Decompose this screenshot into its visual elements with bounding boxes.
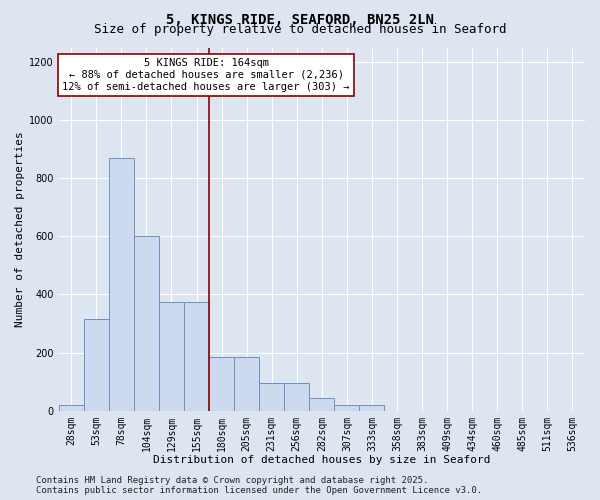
Bar (359, 406, 385, 410)
Bar (209, 357, 234, 410)
Bar (309, 398, 334, 410)
Text: 5 KINGS RIDE: 164sqm
← 88% of detached houses are smaller (2,236)
12% of semi-de: 5 KINGS RIDE: 164sqm ← 88% of detached h… (62, 58, 350, 92)
Text: Contains HM Land Registry data © Crown copyright and database right 2025.
Contai: Contains HM Land Registry data © Crown c… (36, 476, 482, 495)
Bar (134, 236, 159, 410)
Bar (259, 383, 284, 410)
Bar (159, 302, 184, 410)
Bar (84, 319, 109, 410)
Bar (234, 357, 259, 410)
Bar (109, 158, 134, 410)
X-axis label: Distribution of detached houses by size in Seaford: Distribution of detached houses by size … (153, 455, 491, 465)
Text: Size of property relative to detached houses in Seaford: Size of property relative to detached ho… (94, 22, 506, 36)
Bar (334, 406, 359, 410)
Text: 5, KINGS RIDE, SEAFORD, BN25 2LN: 5, KINGS RIDE, SEAFORD, BN25 2LN (166, 12, 434, 26)
Y-axis label: Number of detached properties: Number of detached properties (15, 131, 25, 327)
Bar (59, 406, 84, 410)
Bar (184, 302, 209, 410)
Bar (284, 383, 309, 410)
